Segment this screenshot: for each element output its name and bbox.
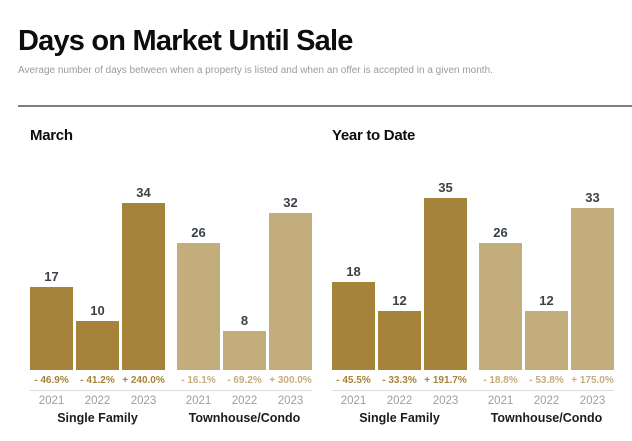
pct-change-label: + 175.0% <box>571 375 614 386</box>
bar-value-label: 10 <box>90 303 105 318</box>
report-header: Days on Market Until Sale Average number… <box>0 0 632 76</box>
bar-single-family-2021 <box>30 287 73 370</box>
bar-cell-single-family-2022: 10 <box>76 144 119 370</box>
bar-plot-march: 17 - 46.9% 2021 10 - 41.2% 2022 34 + 240.0% 2023… <box>30 144 312 425</box>
bar-plot-year-to-date: 18 - 45.5% 2021 12 - 33.3% 2022 35 + 191.7% 2023… <box>332 144 614 425</box>
year-label: 2022 <box>386 395 413 407</box>
chart-title-year-to-date: Year to Date <box>332 127 416 144</box>
bar-townhouse-condo-2022 <box>525 311 568 370</box>
bar-single-family-2021 <box>332 282 375 370</box>
group-label-townhouse-condo: Townhouse/Condo <box>490 411 603 425</box>
year-label: 2022 <box>533 395 560 407</box>
report-page: Days on Market Until Sale Average number… <box>0 0 632 425</box>
chart-march: March 17 - 46.9% 2021 10 - 41.2% 2022 34 + 240.… <box>30 127 312 425</box>
bar-value-label: 12 <box>539 293 554 308</box>
bar-value-label: 33 <box>585 190 600 205</box>
page-subtitle: Average number of days between when a pr… <box>18 65 493 76</box>
year-label: 2021 <box>487 395 514 407</box>
year-label: 2022 <box>231 395 258 407</box>
pct-change-label: - 16.1% <box>181 375 216 386</box>
pct-change-label: + 300.0% <box>269 375 312 386</box>
group-label-single-family: Single Family <box>359 411 440 425</box>
bar-townhouse-condo-2021 <box>177 243 220 370</box>
year-label: 2023 <box>130 395 157 407</box>
pct-change-label: - 53.8% <box>529 375 564 386</box>
bar-townhouse-condo-2023 <box>269 213 312 370</box>
bar-cell-single-family-2023: 34 <box>122 144 165 370</box>
year-label: 2022 <box>84 395 111 407</box>
pct-change-label: - 45.5% <box>336 375 371 386</box>
charts-row: March 17 - 46.9% 2021 10 - 41.2% 2022 34 + 240.… <box>0 127 632 425</box>
bar-townhouse-condo-2021 <box>479 243 522 370</box>
bar-cell-single-family-2021: 18 <box>332 144 375 370</box>
bar-single-family-2022 <box>378 311 421 370</box>
bar-cell-townhouse-condo-2023: 32 <box>269 144 312 370</box>
bar-cell-townhouse-condo-2022: 12 <box>525 144 568 370</box>
year-label: 2023 <box>579 395 606 407</box>
bar-single-family-2023 <box>122 203 165 370</box>
year-label: 2021 <box>340 395 367 407</box>
pct-change-label: + 240.0% <box>122 375 165 386</box>
plot-baseline-rule <box>30 390 312 391</box>
pct-change-label: + 191.7% <box>424 375 467 386</box>
bar-cell-townhouse-condo-2021: 26 <box>479 144 522 370</box>
bar-value-label: 26 <box>191 225 206 240</box>
bar-value-label: 8 <box>240 313 249 328</box>
group-label-townhouse-condo: Townhouse/Condo <box>188 411 301 425</box>
bar-cell-single-family-2021: 17 <box>30 144 73 370</box>
bar-value-label: 26 <box>493 225 508 240</box>
pct-change-label: - 41.2% <box>80 375 115 386</box>
year-label: 2023 <box>277 395 304 407</box>
pct-change-label: - 46.9% <box>34 375 69 386</box>
bar-single-family-2023 <box>424 198 467 370</box>
bar-value-label: 12 <box>392 293 407 308</box>
plot-baseline-rule <box>332 390 614 391</box>
pct-change-label: - 69.2% <box>227 375 262 386</box>
year-label: 2023 <box>432 395 459 407</box>
bar-townhouse-condo-2023 <box>571 208 614 370</box>
page-title: Days on Market Until Sale <box>18 25 353 57</box>
bar-townhouse-condo-2022 <box>223 331 266 370</box>
bar-cell-single-family-2022: 12 <box>378 144 421 370</box>
chart-title-march: March <box>30 127 73 144</box>
group-label-single-family: Single Family <box>57 411 138 425</box>
chart-year-to-date: Year to Date 18 - 45.5% 2021 12 - 33.3% 2022 3… <box>332 127 614 425</box>
pct-change-label: - 33.3% <box>382 375 417 386</box>
bar-cell-townhouse-condo-2022: 8 <box>223 144 266 370</box>
bar-cell-townhouse-condo-2021: 26 <box>177 144 220 370</box>
bar-value-label: 18 <box>346 264 361 279</box>
pct-change-label: - 18.8% <box>483 375 518 386</box>
bar-cell-single-family-2023: 35 <box>424 144 467 370</box>
bar-cell-townhouse-condo-2023: 33 <box>571 144 614 370</box>
bar-single-family-2022 <box>76 321 119 370</box>
bar-value-label: 32 <box>283 195 298 210</box>
bar-value-label: 17 <box>44 269 59 284</box>
year-label: 2021 <box>38 395 65 407</box>
bar-value-label: 35 <box>438 180 453 195</box>
year-label: 2021 <box>185 395 212 407</box>
bar-value-label: 34 <box>136 185 151 200</box>
header-divider <box>18 105 632 107</box>
